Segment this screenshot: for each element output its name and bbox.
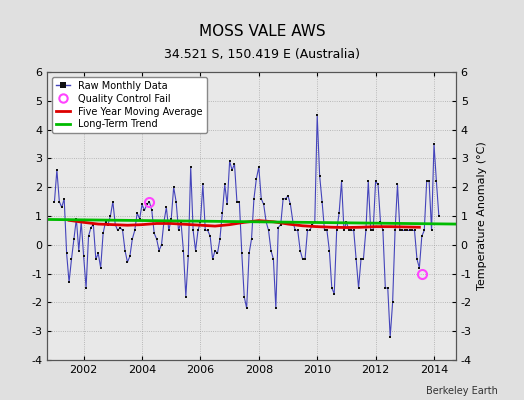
Text: 34.521 S, 150.419 E (Australia): 34.521 S, 150.419 E (Australia) bbox=[164, 48, 360, 61]
Y-axis label: Temperature Anomaly (°C): Temperature Anomaly (°C) bbox=[477, 142, 487, 290]
Text: MOSS VALE AWS: MOSS VALE AWS bbox=[199, 24, 325, 39]
Legend: Raw Monthly Data, Quality Control Fail, Five Year Moving Average, Long-Term Tren: Raw Monthly Data, Quality Control Fail, … bbox=[52, 77, 206, 133]
Text: Berkeley Earth: Berkeley Earth bbox=[426, 386, 498, 396]
